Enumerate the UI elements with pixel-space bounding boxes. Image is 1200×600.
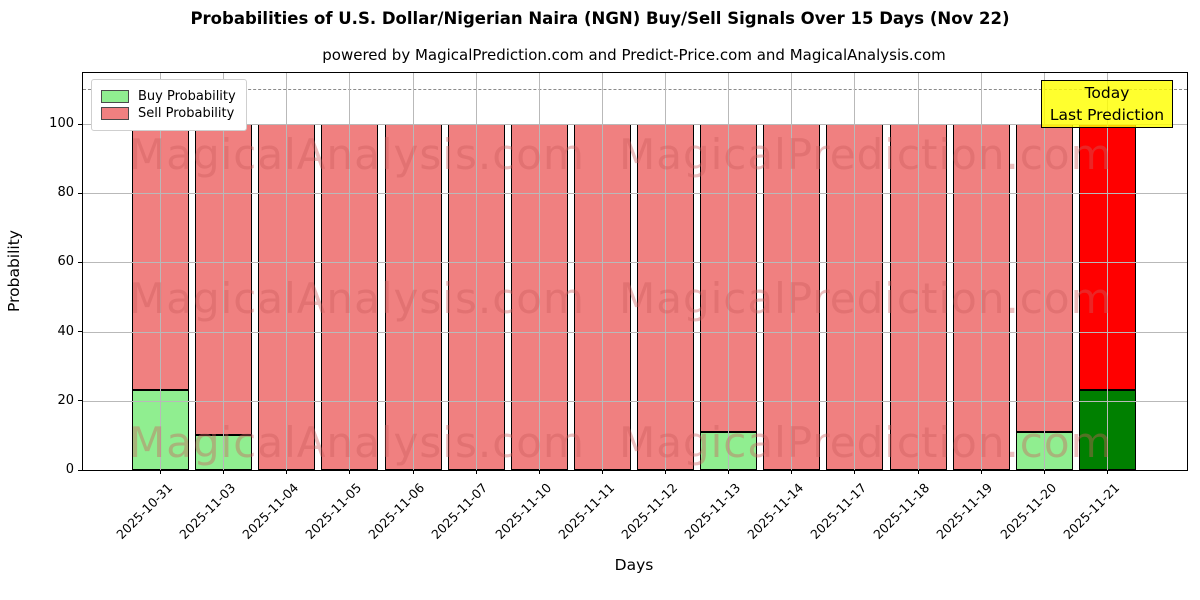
x-tick-label: 2025-11-19 (933, 480, 996, 542)
watermark-text: MagicalPrediction.com (619, 274, 1113, 323)
y-gridline (83, 400, 1187, 402)
x-tick-label: 2025-11-13 (681, 480, 744, 542)
x-tick-mark (601, 470, 603, 474)
x-gridline (412, 73, 414, 470)
chart-subtitle: powered by MagicalPrediction.com and Pre… (322, 46, 946, 64)
y-tick-label: 80 (57, 185, 74, 201)
y-tick-mark (78, 192, 83, 194)
x-gridline (728, 73, 730, 470)
x-gridline (349, 73, 351, 470)
x-gridline (601, 73, 603, 470)
y-tick-mark (78, 261, 83, 263)
x-tick-label: 2025-11-06 (365, 480, 428, 542)
legend-sell-label: Sell Probability (138, 106, 235, 121)
y-gridline (83, 262, 1187, 264)
x-tick-label: 2025-11-03 (176, 480, 239, 542)
watermark-text: MagicalAnalysis.com (129, 418, 585, 467)
legend-buy-label: Buy Probability (138, 89, 236, 104)
y-tick-mark (78, 469, 83, 471)
x-tick-mark (728, 470, 730, 474)
today-annotation: Today Last Prediction (1041, 80, 1173, 128)
y-tick-label: 20 (57, 392, 74, 408)
y-gridline (83, 124, 1187, 125)
x-gridline (1106, 73, 1108, 470)
y-tick-mark (78, 400, 83, 402)
x-tick-mark (286, 470, 288, 474)
x-gridline (160, 73, 161, 470)
x-tick-label: 2025-11-14 (744, 480, 807, 542)
x-tick-label: 2025-11-04 (239, 480, 302, 542)
y-tick-mark (78, 123, 83, 125)
x-gridline (475, 73, 477, 470)
x-tick-mark (980, 470, 982, 474)
legend-row-sell: Sell Probability (101, 106, 236, 121)
chart-title: Probabilities of U.S. Dollar/Nigerian Na… (190, 9, 1010, 28)
y-tick-mark (78, 331, 83, 333)
x-tick-label: 2025-11-10 (491, 480, 554, 542)
x-gridline (791, 73, 793, 470)
x-tick-mark (665, 470, 666, 474)
x-tick-mark (854, 470, 856, 474)
x-gridline (538, 73, 540, 470)
watermark-text: MagicalPrediction.com (619, 130, 1113, 179)
x-gridline (854, 73, 856, 470)
x-gridline (286, 73, 288, 470)
y-gridline (83, 331, 1187, 333)
y-tick-label: 60 (57, 254, 74, 270)
x-tick-mark (475, 470, 477, 474)
x-tick-label: 2025-11-21 (1059, 480, 1122, 542)
watermark-text: MagicalAnalysis.com (129, 130, 585, 179)
x-tick-label: 2025-11-20 (996, 480, 1059, 542)
y-gridline (83, 193, 1187, 195)
today-annotation-line2: Last Prediction (1049, 106, 1165, 124)
x-tick-label: 2025-11-07 (428, 480, 491, 542)
x-gridline (1043, 73, 1045, 470)
y-tick-label: 100 (49, 116, 74, 131)
x-tick-mark (917, 470, 919, 474)
legend-sell-swatch (101, 107, 129, 120)
x-tick-mark (791, 470, 793, 474)
x-tick-label: 2025-11-12 (618, 480, 681, 542)
legend: Buy Probability Sell Probability (91, 79, 247, 131)
x-gridline (665, 73, 666, 470)
watermark-text: MagicalPrediction.com (619, 418, 1113, 467)
x-gridline (223, 73, 225, 470)
today-annotation-line1: Today (1084, 84, 1130, 102)
x-tick-mark (538, 470, 540, 474)
x-tick-label: 2025-11-18 (870, 480, 933, 542)
x-axis-label: Days (614, 556, 654, 574)
x-gridline (980, 73, 982, 470)
y-axis-label: Probability (5, 230, 23, 312)
x-tick-label: 2025-11-17 (807, 480, 870, 542)
watermark-text: MagicalAnalysis.com (129, 274, 585, 323)
legend-buy-swatch (101, 90, 129, 103)
x-tick-mark (1106, 470, 1108, 474)
x-tick-label: 2025-11-05 (302, 480, 365, 542)
dashed-reference-line (83, 89, 1187, 91)
y-tick-label: 0 (65, 462, 74, 477)
x-gridline (917, 73, 919, 470)
x-tick-mark (349, 470, 351, 474)
x-tick-mark (412, 470, 414, 474)
x-tick-label: 2025-10-31 (113, 480, 176, 542)
plot-area: Buy Probability Sell Probability Today L… (49, 72, 1188, 542)
x-tick-mark (223, 470, 225, 474)
x-tick-label: 2025-11-11 (554, 480, 617, 542)
x-tick-mark (1043, 470, 1045, 474)
y-tick-label: 40 (57, 323, 74, 339)
x-tick-mark (160, 470, 161, 474)
legend-row-buy: Buy Probability (101, 89, 236, 104)
